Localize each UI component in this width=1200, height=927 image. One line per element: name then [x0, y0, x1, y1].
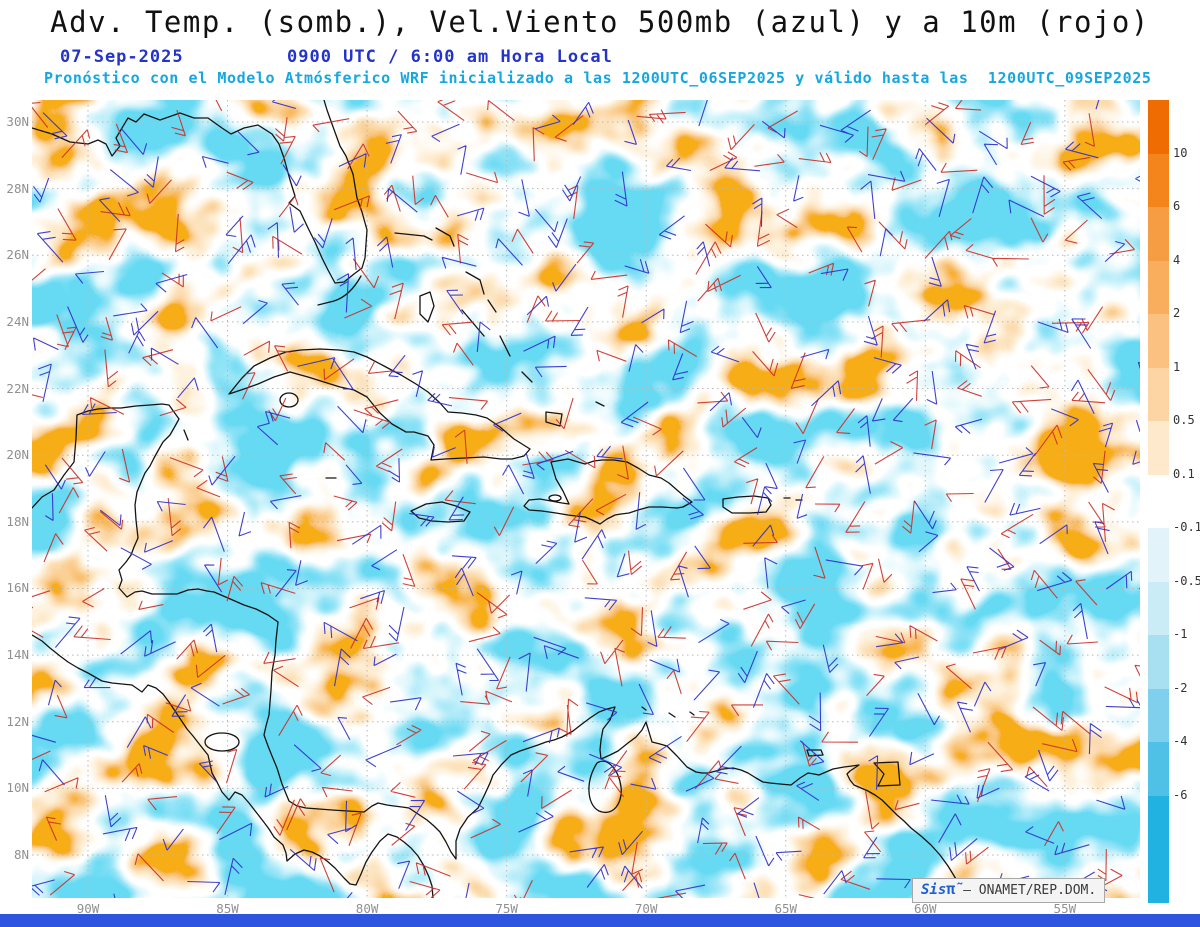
colorbar-segment [1148, 528, 1169, 582]
lat-tick-label: 28N [6, 180, 29, 196]
valid-time: 0900 UTC / 6:00 am Hora Local [287, 47, 613, 67]
colorbar-tick-label: 0.1 [1173, 466, 1195, 481]
colorbar-segment [1148, 421, 1169, 475]
colorbar-tick-label: 4 [1173, 252, 1181, 267]
colorbar-segment [1148, 635, 1169, 689]
lat-tick-label: 14N [6, 647, 29, 663]
lon-tick-label: 60W [914, 901, 937, 916]
lon-tick-label: 70W [634, 901, 658, 916]
colorbar-segment [1148, 260, 1169, 314]
colorbar-tick-label: -0.1 [1173, 520, 1200, 534]
lat-tick-label: 20N [6, 447, 29, 463]
brand-pi-symbol: π̃ [946, 880, 956, 898]
colorbar-segment [1148, 742, 1169, 796]
lat-tick-label: 22N [6, 380, 29, 396]
colorbar-segment [1148, 207, 1169, 261]
lon-tick-label: 65W [774, 901, 798, 916]
coast-pacific [32, 634, 434, 898]
colorbar-segment [1148, 474, 1169, 528]
wind-barbs-10m [32, 100, 1140, 898]
coastlines [32, 100, 969, 898]
colorbar-tick-label: 6 [1173, 199, 1181, 213]
lat-tick-label: 16N [6, 580, 29, 596]
colorbar-segment [1148, 581, 1169, 635]
colorbar-segment [1148, 314, 1169, 368]
lon-tick-label: 75W [495, 901, 518, 916]
coast-small-islands [183, 429, 803, 718]
colorbar-tick-label: -1 [1173, 627, 1188, 641]
colorbar-tick-label: -0.5 [1173, 573, 1200, 588]
lat-tick-label: 10N [6, 780, 29, 796]
lon-tick-label: 80W [355, 901, 379, 916]
colorbar-segment [1148, 100, 1169, 154]
lat-tick-label: 30N [6, 114, 29, 129]
attribution-text: – ONAMET/REP.DOM. [963, 883, 1097, 898]
colorbar-segment [1148, 367, 1169, 421]
coast-central-america-caribbean [32, 403, 969, 898]
valid-date: 07-Sep-2025 [60, 47, 184, 67]
colorbar [1148, 100, 1169, 903]
attribution-box: Sisπ̃ – ONAMET/REP.DOM. [912, 878, 1106, 903]
colorbar-segment [1148, 795, 1169, 903]
coast-cuba [228, 348, 531, 461]
lon-tick-label: 55W [1053, 901, 1077, 916]
lat-tick-label: 24N [6, 313, 29, 329]
colorbar-tick-label: 2 [1173, 306, 1181, 320]
map-svg [32, 100, 1140, 898]
forecast-note: Pronóstico con el Modelo Atmósferico WRF… [44, 69, 1152, 87]
colorbar-tick-label: -6 [1173, 787, 1188, 802]
colorbar-segment [1148, 688, 1169, 742]
lat-tick-label: 8N [13, 847, 29, 863]
lat-tick-label: 12N [6, 713, 29, 729]
barbs-10m-path [32, 100, 1140, 898]
coast-isla-juventud [279, 392, 299, 408]
lat-tick-label: 18N [6, 513, 29, 529]
colorbar-tick-label: 0.5 [1173, 413, 1195, 427]
coast-hispaniola [523, 458, 693, 525]
colorbar-tick-label: 10 [1173, 145, 1188, 160]
map-area: Sisπ̃ – ONAMET/REP.DOM. [32, 100, 1140, 903]
colorbar-tick-label: -2 [1173, 680, 1188, 695]
barbs-500mb-path [32, 100, 1140, 898]
coast-jamaica [410, 501, 471, 523]
colorbar-tick-label: 1 [1173, 359, 1181, 374]
advection-shading-field [32, 100, 1140, 898]
lake-nicaragua [204, 732, 240, 752]
lon-tick-label: 85W [216, 901, 239, 916]
bottom-bar [0, 914, 1200, 927]
colorbar-tick-label: -4 [1173, 734, 1188, 748]
wind-barbs-500mb [32, 100, 1140, 898]
gridlines [32, 100, 1140, 898]
chart-title: Adv. Temp. (somb.), Vel.Viento 500mb (az… [50, 5, 1150, 39]
coast-puerto-rico [722, 495, 772, 514]
coast-trinidad-margarita [806, 749, 901, 787]
coast-gonave [548, 494, 562, 502]
colorbar-segment [1148, 153, 1169, 207]
lon-tick-label: 90W [76, 901, 100, 916]
lat-tick-label: 26N [6, 247, 29, 263]
brand-label: Sis [921, 882, 947, 898]
coast-bahamas [394, 227, 605, 427]
